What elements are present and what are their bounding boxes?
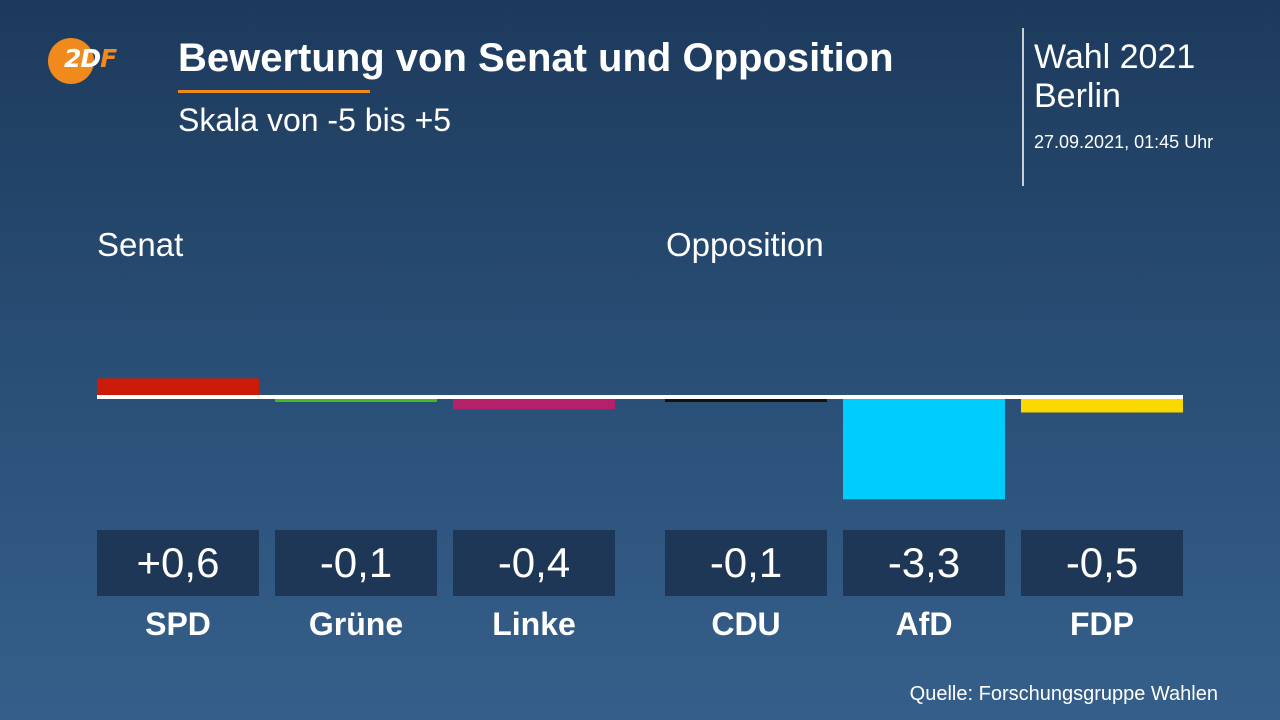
value-label-gruene: -0,1 [275, 530, 437, 596]
value-label-spd: +0,6 [97, 530, 259, 596]
zdf-logo-text-main: 2D [64, 44, 101, 73]
value-label-cdu: -0,1 [665, 530, 827, 596]
group-label-opposition: Opposition [666, 226, 824, 263]
category-label-linke: Linke [492, 606, 576, 642]
election-title: Wahl 2021 [1034, 38, 1196, 76]
zdf-logo-text-f: F [100, 44, 117, 73]
value-label-fdp: -0,5 [1021, 530, 1183, 596]
category-label-afd: AfD [895, 606, 953, 642]
category-label-gruene: Grüne [308, 606, 404, 642]
title-underline [178, 90, 370, 93]
chart-title: Bewertung von Senat und Opposition [178, 36, 894, 80]
bar-gruene [275, 397, 437, 402]
category-label-cdu: CDU [711, 606, 781, 642]
bar-linke [453, 397, 615, 410]
bar-afd [843, 397, 1005, 500]
zdf-logo-text: 2DF [64, 44, 117, 73]
chart-subtitle: Skala von -5 bis +5 [178, 102, 452, 138]
value-label-linke: -0,4 [453, 530, 615, 596]
bar-spd [97, 378, 259, 397]
category-label-fdp: FDP [1070, 606, 1134, 642]
group-label-senat: Senat [97, 226, 184, 263]
bar-cdu [665, 397, 827, 402]
zero-baseline [97, 395, 1183, 399]
bar-fdp [1021, 397, 1183, 413]
value-label-afd: -3,3 [843, 530, 1005, 596]
timestamp: 27.09.2021, 01:45 Uhr [1034, 132, 1214, 152]
zdf-logo [48, 38, 94, 84]
source-note: Quelle: Forschungsgruppe Wahlen [909, 683, 1218, 705]
category-label-spd: SPD [145, 606, 211, 642]
election-region: Berlin [1034, 77, 1121, 115]
header-divider [1022, 28, 1024, 186]
